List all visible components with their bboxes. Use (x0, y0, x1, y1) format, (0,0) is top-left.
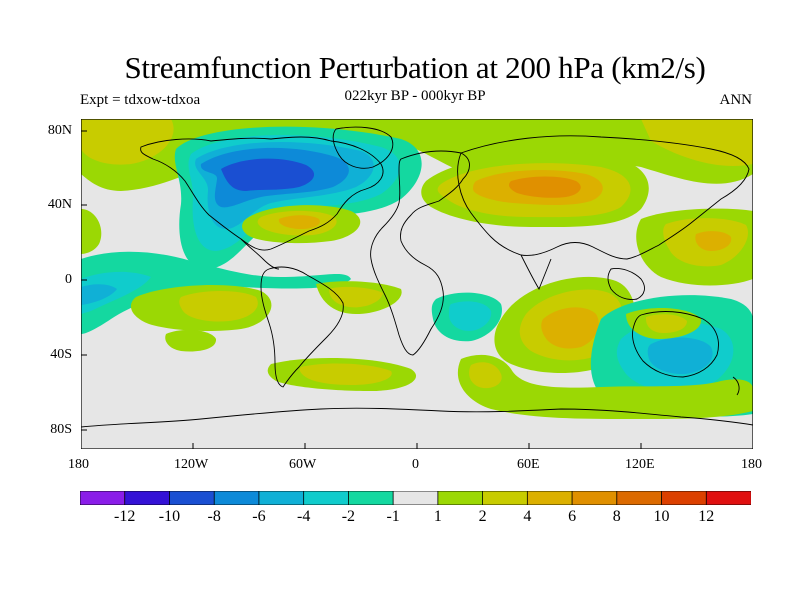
contour-tropics-neg-2 (81, 271, 151, 314)
y-tick-label: 40S (50, 347, 72, 362)
axis-ticks (81, 130, 753, 449)
colorbar-swatch (169, 491, 215, 505)
contour-indian-pos-3 (541, 307, 599, 349)
contour-southern-pos-2 (299, 363, 392, 385)
colorbar-label: 6 (568, 508, 577, 525)
colorbar-swatch (616, 491, 663, 505)
colorbar-swatch (437, 491, 484, 505)
colorbar-label: 8 (612, 508, 621, 525)
colorbar-swatch (661, 491, 707, 505)
contour-eurasia-pos-4 (509, 176, 581, 198)
plot-subtitle: 022kyr BP - 000kyr BP (344, 88, 486, 104)
colorbar-swatch (705, 491, 751, 505)
colorbar-swatch (526, 491, 573, 505)
colorbar-label: -6 (252, 508, 266, 525)
y-tick-label: 80N (47, 123, 72, 138)
colorbar-label: 1 (433, 508, 442, 525)
plot-title: Streamfunction Perturbation at 200 hPa (… (124, 50, 706, 85)
contour-arctic-yellow-east (641, 119, 753, 167)
colorbar-swatch (124, 491, 171, 505)
contour-far-se-pos-2 (469, 362, 502, 389)
colorbar-label: 10 (653, 508, 670, 525)
colorbar-label: -4 (296, 508, 311, 525)
colorbar-swatch (571, 491, 618, 505)
season-label: ANN (719, 92, 753, 108)
map-panel (81, 119, 753, 449)
contour-arctic-yellow (81, 119, 174, 165)
contour-map (81, 119, 753, 449)
colorbar-label: -2 (341, 508, 356, 525)
contour-natl-pos-3 (278, 215, 320, 229)
colorbar-label: -8 (207, 508, 221, 525)
contour-west-edge-pos (81, 209, 102, 254)
contour-tropics-neg-3 (81, 284, 117, 305)
x-tick-label: 60W (289, 457, 317, 472)
colorbar-label: 12 (698, 508, 715, 525)
contour-spac-pos-2 (179, 291, 258, 322)
contour-aus-neg-3 (647, 337, 713, 375)
colorbar-swatch (80, 491, 126, 505)
colorbar-swatch (482, 491, 529, 505)
y-tick-label: 0 (65, 272, 72, 287)
colorbar-label: -1 (386, 508, 400, 525)
colorbar-swatch (347, 491, 394, 505)
contour-tropics-neg (81, 251, 351, 334)
contour-se-pac-pos (165, 329, 217, 352)
x-tick-label: 180 (741, 457, 762, 472)
x-tick-label: 60E (517, 457, 540, 472)
y-tick-label: 40N (47, 197, 72, 212)
contour-wpac-pos-3 (695, 231, 732, 251)
colorbar-swatch (303, 491, 350, 505)
contour-na-neg-5 (221, 158, 315, 191)
colorbar (80, 491, 751, 505)
experiment-label: Expt = tdxow-tdxoa (80, 92, 201, 108)
colorbar-label: -12 (114, 508, 136, 525)
colorbar-label: -10 (158, 508, 181, 525)
y-tick-label: 80S (50, 422, 72, 437)
x-tick-label: 0 (412, 457, 419, 472)
x-tick-label: 120W (174, 457, 209, 472)
colorbar-label: 2 (478, 508, 487, 525)
colorbar-swatch (392, 491, 439, 505)
contour-madagascar-neg-2 (449, 301, 492, 331)
colorbar-swatch (213, 491, 260, 505)
colorbar-label: 4 (523, 508, 532, 525)
x-tick-label: 120E (625, 457, 655, 472)
x-tick-label: 180 (68, 457, 89, 472)
colorbar-swatches (80, 491, 751, 505)
contour-ne-aus-pos-2 (645, 314, 687, 333)
colorbar-swatch (258, 491, 305, 505)
coastlines (81, 126, 753, 428)
contour-far-se-pos (457, 354, 753, 419)
